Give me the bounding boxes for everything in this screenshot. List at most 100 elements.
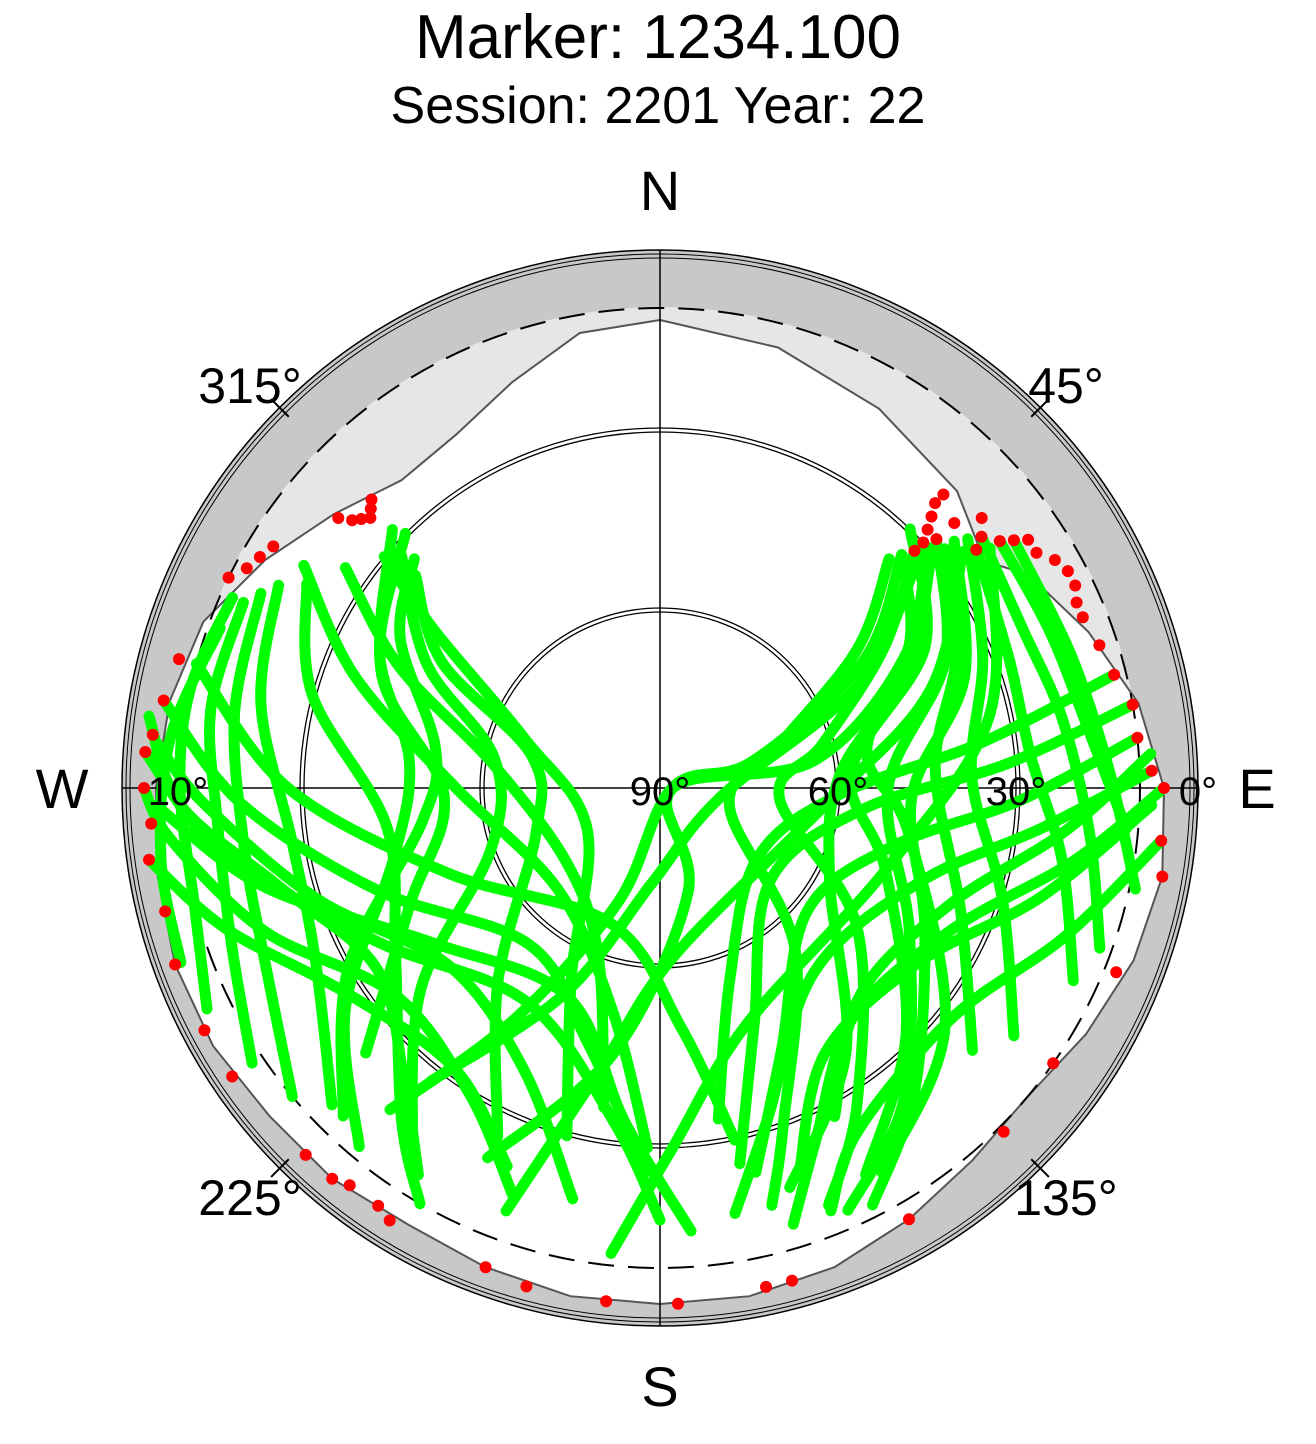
track-endpoint-61 <box>355 513 368 525</box>
track-endpoint-55 <box>222 571 235 584</box>
track-endpoint-60 <box>346 514 359 527</box>
track-endpoint-52 <box>146 728 159 741</box>
track-endpoint-32 <box>903 1213 915 1226</box>
track-endpoint-26 <box>1158 782 1170 794</box>
track-endpoint-27 <box>1155 834 1168 847</box>
azimuth-label-45: 45° <box>1028 358 1104 414</box>
satellite-track-35 <box>150 800 697 1237</box>
track-endpoint-33 <box>786 1274 798 1287</box>
track-endpoint-43 <box>299 1148 312 1161</box>
satellite-track-39 <box>298 559 653 1154</box>
satellite-track-25 <box>299 578 426 1210</box>
track-endpoint-9 <box>975 512 988 524</box>
track-endpoint-15 <box>1030 546 1043 559</box>
track-endpoint-12 <box>993 535 1006 548</box>
track-endpoint-4 <box>921 523 934 536</box>
track-endpoint-22 <box>1108 668 1121 681</box>
elevation-label-10: 10° <box>148 770 209 814</box>
satellite-track-34 <box>143 854 513 1172</box>
track-endpoint-21 <box>1093 639 1106 652</box>
satellite-track-17 <box>605 542 1003 1259</box>
track-endpoint-20 <box>1076 611 1089 624</box>
track-endpoint-54 <box>173 653 185 666</box>
track-endpoint-42 <box>326 1172 339 1185</box>
track-endpoint-19 <box>1070 596 1083 609</box>
track-endpoint-24 <box>1131 731 1144 744</box>
track-endpoint-25 <box>1145 764 1158 777</box>
track-endpoint-44 <box>226 1070 239 1083</box>
elevation-label-0: 0° <box>1179 770 1217 814</box>
track-endpoint-57 <box>253 551 266 563</box>
satellite-track-46 <box>794 799 1158 1177</box>
track-endpoint-23 <box>1126 698 1139 711</box>
satellite-track-8 <box>976 531 1106 954</box>
elevation-label-60: 60° <box>808 770 869 814</box>
chart-subtitle: Session: 2201 Year: 22 <box>390 77 926 135</box>
track-endpoint-13 <box>1007 534 1020 547</box>
track-endpoint-50 <box>138 782 150 794</box>
satellite-track-45 <box>712 669 1120 1125</box>
track-endpoint-10 <box>975 530 988 543</box>
track-endpoint-38 <box>479 1261 492 1274</box>
track-endpoint-6 <box>908 544 921 557</box>
compass-west: W <box>36 757 89 820</box>
track-endpoint-40 <box>372 1199 385 1212</box>
compass-south: S <box>641 1355 678 1418</box>
satellite-track-5 <box>867 535 972 1211</box>
track-endpoints <box>138 488 1170 1310</box>
track-endpoint-35 <box>672 1297 684 1310</box>
track-endpoint-30 <box>1047 1057 1060 1070</box>
track-endpoint-58 <box>267 540 280 553</box>
azimuth-tick-315 <box>270 398 290 418</box>
track-endpoint-49 <box>145 817 158 830</box>
compass-east: E <box>1238 757 1275 820</box>
track-endpoint-62 <box>364 511 377 524</box>
track-endpoint-37 <box>520 1280 533 1293</box>
azimuth-label-225: 225° <box>198 1170 301 1226</box>
azimuth-tick-225 <box>270 1158 290 1178</box>
track-endpoint-46 <box>169 958 182 971</box>
satellite-track-47 <box>829 748 1157 1122</box>
track-endpoint-48 <box>143 853 155 866</box>
track-endpoint-36 <box>600 1295 613 1308</box>
azimuth-label-315: 315° <box>198 358 301 414</box>
azimuth-tick-45 <box>1030 398 1050 418</box>
track-endpoint-45 <box>198 1024 211 1037</box>
track-endpoint-14 <box>1022 533 1035 546</box>
track-endpoint-53 <box>157 694 170 707</box>
track-endpoint-28 <box>1156 870 1169 883</box>
elevation-label-90: 90° <box>630 770 691 814</box>
satellite-track-30 <box>154 622 226 968</box>
track-endpoint-2 <box>929 497 942 510</box>
track-endpoint-17 <box>1061 565 1074 578</box>
track-endpoint-51 <box>139 746 152 758</box>
track-endpoint-29 <box>1110 966 1123 979</box>
track-endpoint-31 <box>997 1125 1010 1138</box>
track-endpoint-47 <box>159 905 172 918</box>
chart-title: Marker: 1234.100 <box>415 3 901 72</box>
track-endpoint-41 <box>343 1179 356 1192</box>
satellite-track-43 <box>734 699 1139 1170</box>
track-endpoint-34 <box>760 1280 772 1293</box>
azimuth-tick-135 <box>1030 1158 1050 1178</box>
azimuth-label-135: 135° <box>1014 1170 1117 1226</box>
satellite-track-48 <box>825 835 1167 1217</box>
track-endpoint-64 <box>365 493 378 506</box>
track-endpoint-39 <box>383 1214 396 1227</box>
track-endpoint-18 <box>1069 579 1082 592</box>
track-endpoint-16 <box>1048 554 1061 566</box>
satellite-track-15 <box>384 549 908 1116</box>
track-endpoint-63 <box>364 502 377 515</box>
elevation-label-30: 30° <box>986 770 1047 814</box>
track-endpoint-5 <box>917 536 930 549</box>
track-endpoint-59 <box>332 512 345 524</box>
track-endpoint-11 <box>970 543 983 556</box>
satellite-track-18 <box>425 537 929 1087</box>
compass-north: N <box>640 159 680 222</box>
satellite-track-6 <box>723 553 895 1211</box>
track-endpoint-56 <box>240 562 253 575</box>
track-endpoint-7 <box>948 517 961 529</box>
azimuth-ticks <box>270 398 1050 1178</box>
satellite-track-40 <box>339 562 610 1113</box>
